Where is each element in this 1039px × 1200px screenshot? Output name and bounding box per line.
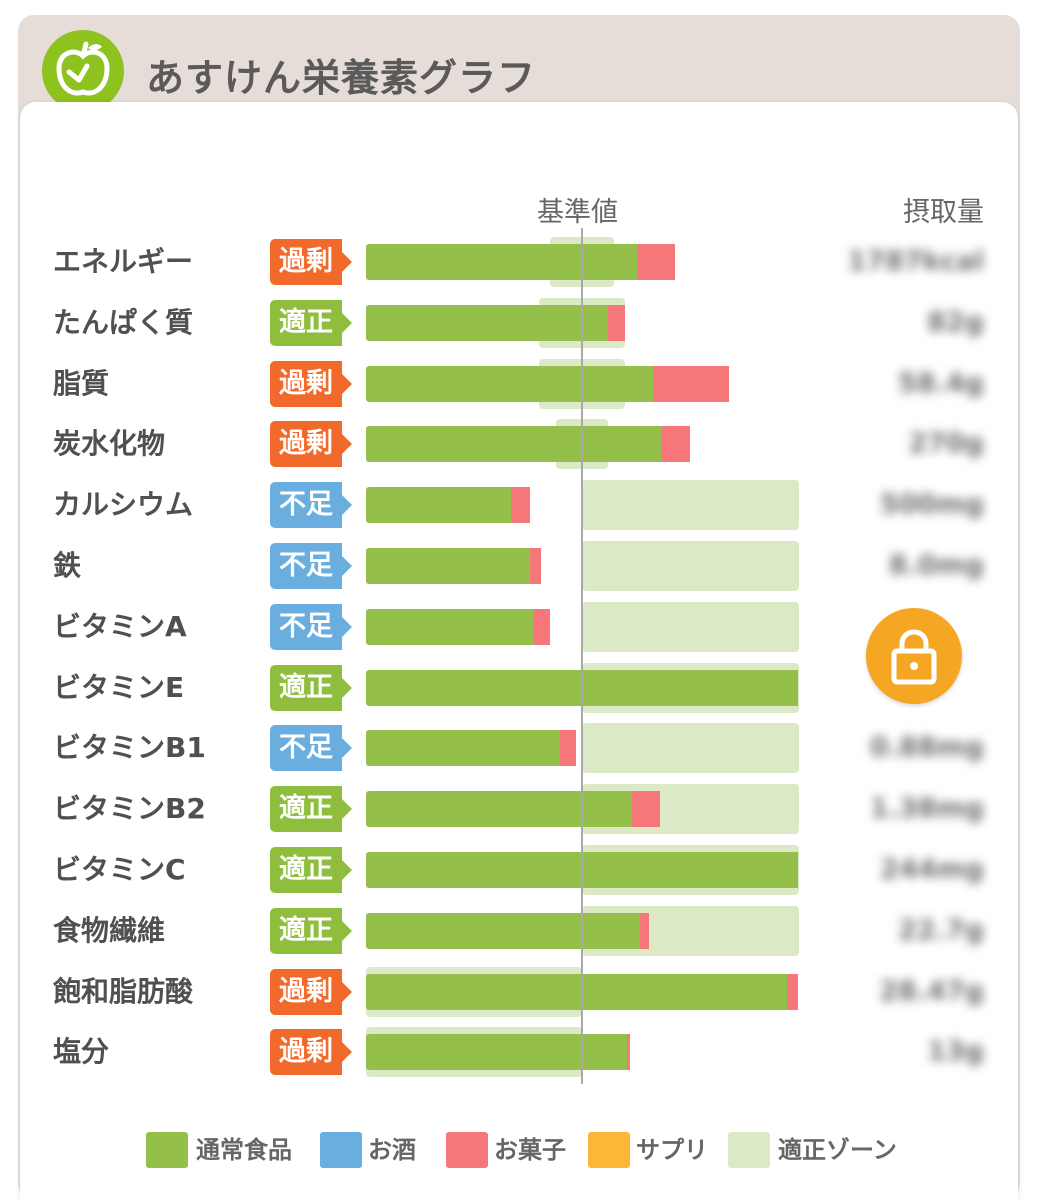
bar-regular-food <box>366 487 511 524</box>
bar-regular-food <box>366 973 788 1010</box>
intake-column-header: 摂取量 <box>903 197 984 228</box>
status-badge: 不足 <box>270 543 352 589</box>
nutrient-label: ビタミンE <box>53 670 185 704</box>
nutrient-label: 飽和脂肪酸 <box>53 974 194 1008</box>
intake-value: 82g <box>927 306 984 338</box>
bar-snack <box>640 912 649 949</box>
bar-regular-food <box>366 426 662 463</box>
appropriate-zone <box>582 723 799 774</box>
status-badge: 過剰 <box>270 421 352 468</box>
bar-snack <box>530 548 541 584</box>
bar-regular-food <box>366 791 632 828</box>
legend-swatch <box>446 1132 488 1168</box>
bar-snack <box>787 973 798 1010</box>
status-badge: 適正 <box>270 664 352 711</box>
intake-value: 1787kcal <box>847 246 984 277</box>
bar-regular-food <box>366 1034 628 1071</box>
lock-icon <box>891 629 937 685</box>
bar-snack <box>560 730 576 767</box>
bar-snack <box>653 365 729 402</box>
apple-scale-icon <box>42 30 124 112</box>
status-badge: 適正 <box>270 847 352 893</box>
intake-value: 244mg <box>880 854 984 885</box>
nutrient-label: 脂質 <box>53 366 110 400</box>
bar-snack <box>607 304 626 341</box>
bar-regular-food <box>366 548 531 584</box>
bar-snack <box>534 608 550 645</box>
bar-regular-food <box>366 912 641 949</box>
bar-snack <box>627 1034 630 1071</box>
appropriate-zone <box>582 541 799 591</box>
bar-snack <box>510 487 531 524</box>
status-badge: 適正 <box>270 786 352 833</box>
app-title: あすけん栄養素グラフ <box>146 56 537 100</box>
status-badge: 過剰 <box>270 968 352 1015</box>
status-badge: 過剰 <box>270 360 352 407</box>
status-badge: 過剰 <box>270 239 352 285</box>
legend-swatch <box>146 1132 188 1168</box>
legend-swatch <box>320 1132 362 1168</box>
intake-value: 1.38mg <box>869 793 984 825</box>
bar-snack <box>631 791 660 828</box>
bar-regular-food <box>366 304 608 341</box>
header: あすけん栄養素グラフ <box>18 15 1020 115</box>
bar-regular-food <box>366 730 561 767</box>
status-badge: 不足 <box>270 603 352 650</box>
nutrient-label: たんぱく質 <box>53 305 194 339</box>
appropriate-zone <box>582 480 799 531</box>
nutrient-label: 鉄 <box>53 549 82 582</box>
nutrient-label: ビタミンA <box>53 609 187 643</box>
status-badge: 過剰 <box>270 1029 352 1076</box>
bar-regular-food <box>366 608 535 645</box>
legend-label: 通常食品 <box>196 1136 292 1164</box>
baseline-column-header: 基準値 <box>537 197 618 228</box>
legend-swatch <box>728 1132 770 1168</box>
intake-value: 28.47g <box>879 975 984 1007</box>
nutrient-label: ビタミンC <box>53 853 186 886</box>
legend-label: 適正ゾーン <box>778 1136 897 1164</box>
legend-label: お酒 <box>368 1136 416 1164</box>
nutrient-label: カルシウム <box>53 488 194 522</box>
nutrient-label: ビタミンB1 <box>53 731 206 765</box>
intake-value: 0.88mg <box>869 732 984 764</box>
bar-snack <box>661 426 690 463</box>
intake-value: 500mg <box>880 489 984 521</box>
nutrient-label: 炭水化物 <box>53 427 166 461</box>
status-badge: 適正 <box>270 907 352 954</box>
nutrient-label: 塩分 <box>53 1035 110 1069</box>
baseline-line <box>581 228 583 1084</box>
intake-value: 58.4g <box>898 367 984 399</box>
intake-value: 8.0mg <box>888 550 984 581</box>
bar-regular-food <box>366 244 639 280</box>
intake-value: 22.7g <box>898 914 984 946</box>
legend-label: お菓子 <box>494 1136 566 1164</box>
intake-value: 13g <box>927 1036 984 1068</box>
bar-regular-food <box>366 365 654 402</box>
nutrient-label: エネルギー <box>53 245 194 278</box>
nutrient-graph-card <box>20 102 1018 1200</box>
legend-swatch <box>588 1132 630 1168</box>
status-badge: 適正 <box>270 299 352 346</box>
status-badge: 不足 <box>270 725 352 772</box>
intake-value: 270g <box>908 428 984 460</box>
bar-snack <box>638 244 675 280</box>
lock-button[interactable] <box>866 608 962 704</box>
nutrient-label: ビタミンB2 <box>53 792 206 826</box>
appropriate-zone <box>582 601 799 652</box>
status-badge: 不足 <box>270 482 352 529</box>
legend-label: サプリ <box>636 1136 708 1164</box>
nutrient-label: 食物繊維 <box>53 913 166 947</box>
